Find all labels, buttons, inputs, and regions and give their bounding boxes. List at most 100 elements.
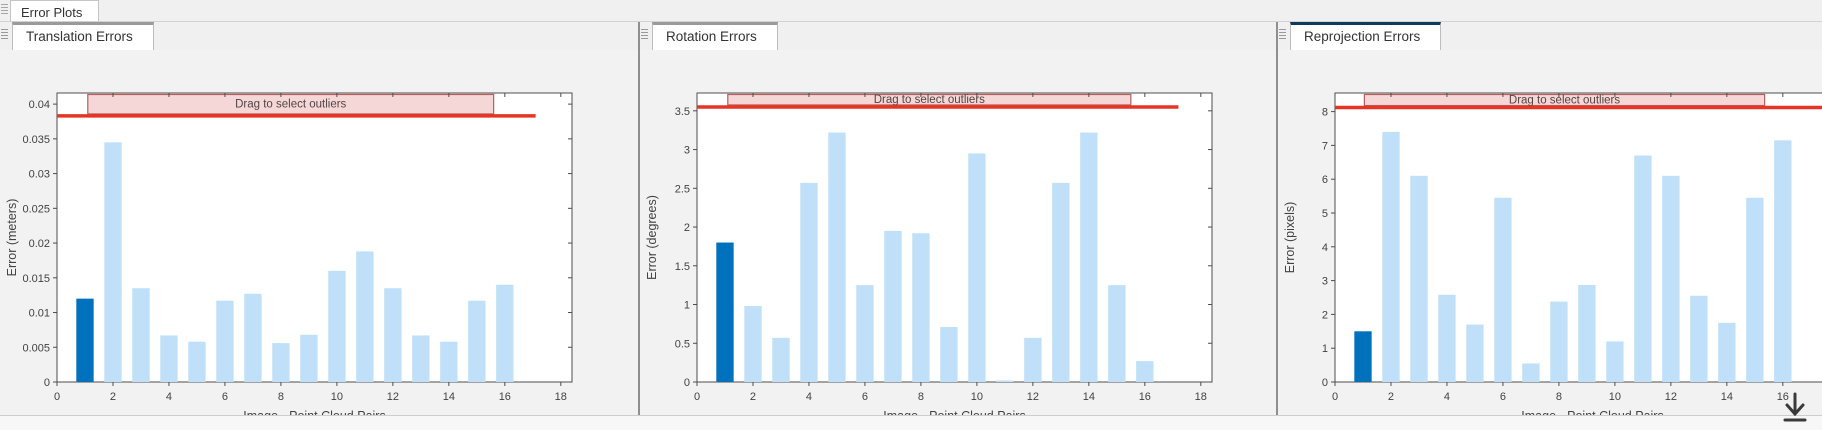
grip-handle-icon[interactable]: [641, 29, 648, 39]
grip-handle-icon[interactable]: [1, 4, 8, 14]
y-tick-label: 1.5: [675, 261, 690, 273]
x-tick-label: 6: [222, 391, 228, 403]
bar[interactable]: [300, 334, 318, 382]
bar[interactable]: [1550, 301, 1568, 382]
dock-down-arrow-icon[interactable]: [1778, 391, 1812, 429]
bar[interactable]: [716, 242, 734, 382]
bar[interactable]: [1024, 337, 1042, 382]
outlier-band-label: Drag to select outliers: [874, 94, 985, 106]
y-tick-label: 0: [684, 377, 690, 389]
bar[interactable]: [160, 335, 178, 382]
bar[interactable]: [828, 132, 846, 382]
bar[interactable]: [1746, 197, 1764, 382]
y-tick-label: 0.01: [29, 308, 50, 320]
x-tick-label: 12: [1665, 391, 1677, 403]
bar[interactable]: [884, 230, 902, 382]
bar[interactable]: [1108, 285, 1126, 382]
bar[interactable]: [412, 335, 430, 382]
bar[interactable]: [1634, 155, 1652, 382]
y-tick-label: 0.005: [22, 342, 50, 354]
y-tick-label: 0.02: [29, 238, 50, 250]
grip-handle-icon[interactable]: [1, 29, 8, 39]
bar[interactable]: [772, 337, 790, 382]
bar[interactable]: [132, 288, 150, 382]
x-tick-label: 12: [387, 391, 399, 403]
x-tick-label: 8: [1556, 391, 1562, 403]
bar[interactable]: [912, 233, 930, 382]
bar[interactable]: [1578, 284, 1596, 382]
tab-translation-errors-label: Translation Errors: [26, 29, 133, 44]
translation-errors-chart[interactable]: Drag to select outliers 0 0.005 0.01 0.015 0.…: [0, 50, 638, 415]
bar[interactable]: [104, 142, 122, 382]
rotation-errors-chart[interactable]: Drag to select outliers 0 0.5 1 1.5 2 2.5 3 3.5 0…: [640, 50, 1276, 415]
grip-handle-icon[interactable]: [1279, 29, 1286, 39]
bar[interactable]: [1438, 294, 1456, 382]
bar[interactable]: [356, 251, 374, 382]
translation-chart-area: Drag to select outliers 0 0.005 0.01 0.015 0.…: [0, 50, 638, 415]
panel-translation-errors: Translation Errors Drag to select outlie…: [0, 22, 638, 415]
tab-error-plots-label: Error Plots: [21, 4, 83, 20]
bar[interactable]: [440, 341, 458, 382]
y-tick-label: 1: [684, 300, 690, 312]
bar[interactable]: [996, 380, 1014, 382]
panels-row: Translation Errors Drag to select outlie…: [0, 22, 1822, 415]
outlier-select-band[interactable]: [1363, 93, 1766, 107]
y-tick-label: 0.015: [22, 273, 50, 285]
bar[interactable]: [1466, 324, 1484, 382]
bar[interactable]: [468, 300, 486, 382]
bar[interactable]: [1382, 131, 1400, 382]
bar[interactable]: [1052, 182, 1070, 382]
panel-divider[interactable]: [1276, 22, 1278, 415]
bar[interactable]: [76, 298, 94, 382]
bar[interactable]: [968, 153, 986, 382]
panel-rotation-errors: Rotation Errors Drag to select outliers 0…: [640, 22, 1276, 415]
reprojection-tabstrip: Reprojection Errors: [1278, 22, 1822, 50]
bar[interactable]: [1690, 295, 1708, 382]
bar[interactable]: [1354, 331, 1372, 382]
bar[interactable]: [940, 326, 958, 382]
tab-rotation-errors[interactable]: Rotation Errors: [652, 22, 778, 50]
bar[interactable]: [1606, 341, 1624, 382]
x-tick-label: 0: [54, 391, 60, 403]
y-tick-label: 4: [1322, 242, 1328, 254]
x-tick-label: 6: [862, 391, 868, 403]
bar[interactable]: [384, 288, 402, 382]
bar[interactable]: [328, 270, 346, 382]
y-tick-label: 0.04: [29, 99, 50, 111]
x-tick-label: 16: [1139, 391, 1151, 403]
rotation-chart-area: Drag to select outliers 0 0.5 1 1.5 2 2.5 3 3.5 0…: [640, 50, 1276, 415]
panel-divider[interactable]: [638, 22, 640, 415]
bar[interactable]: [1718, 322, 1736, 382]
figure-tab-bar: Error Plots: [0, 0, 1822, 22]
x-tick-label: 14: [1083, 391, 1095, 403]
y-tick-label: 2: [684, 222, 690, 234]
bar[interactable]: [1080, 132, 1098, 382]
outlier-select-band[interactable]: [87, 93, 495, 115]
bar[interactable]: [744, 306, 762, 382]
bar[interactable]: [1662, 175, 1680, 382]
tab-translation-errors[interactable]: Translation Errors: [12, 22, 154, 50]
bar[interactable]: [1410, 175, 1428, 382]
tab-reprojection-errors[interactable]: Reprojection Errors: [1290, 22, 1442, 50]
bar[interactable]: [856, 285, 874, 382]
bar[interactable]: [188, 341, 206, 382]
y-tick-label: 3.5: [675, 106, 690, 118]
x-axis-label: Image - Point Cloud Pairs: [243, 409, 385, 415]
bar[interactable]: [1494, 197, 1512, 382]
y-tick-label: 8: [1322, 107, 1328, 119]
bar[interactable]: [216, 300, 234, 382]
status-strip: [0, 415, 1822, 430]
bar[interactable]: [272, 343, 290, 382]
bar[interactable]: [1136, 361, 1154, 382]
bar[interactable]: [1522, 363, 1540, 382]
bar[interactable]: [496, 284, 514, 382]
x-tick-label: 4: [806, 391, 812, 403]
tab-error-plots[interactable]: Error Plots: [10, 0, 100, 21]
outlier-select-band[interactable]: [727, 93, 1132, 106]
y-tick-label: 0: [44, 377, 50, 389]
bar[interactable]: [244, 293, 262, 382]
bar[interactable]: [800, 182, 818, 382]
bar[interactable]: [1774, 140, 1792, 382]
rotation-tabstrip: Rotation Errors: [640, 22, 1276, 50]
